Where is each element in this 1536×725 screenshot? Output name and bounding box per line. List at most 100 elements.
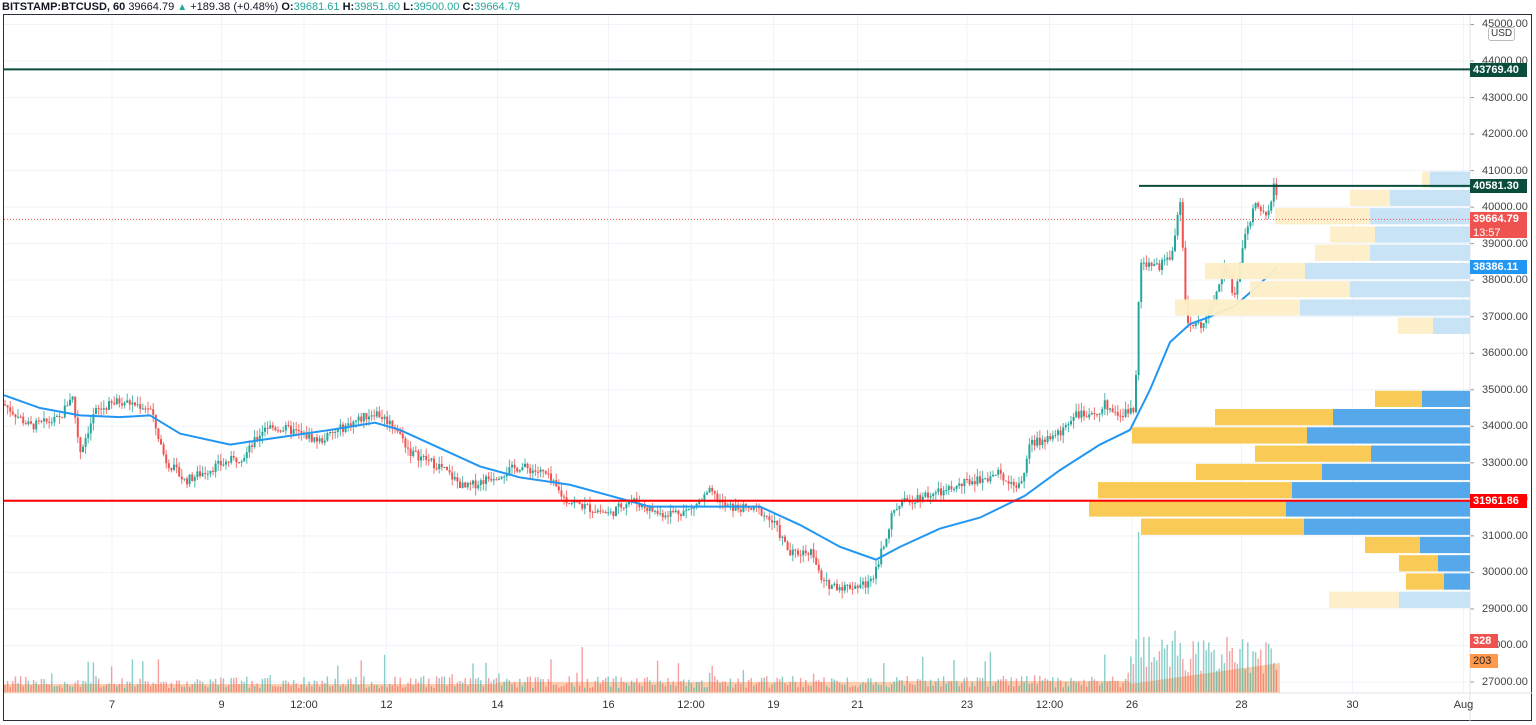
candle-body <box>253 437 256 447</box>
volume-bar <box>201 682 204 692</box>
candle-body <box>1194 323 1197 327</box>
volume-bar <box>1130 656 1132 692</box>
volume-bar <box>1067 686 1070 692</box>
volume-bar <box>352 684 355 692</box>
volume-bar <box>810 685 812 692</box>
volume-bar <box>326 676 329 692</box>
candle-body <box>661 513 664 518</box>
volume-bar <box>974 686 976 692</box>
volume-bar <box>612 678 615 692</box>
candle-body <box>581 504 584 509</box>
volume-bar <box>1148 636 1150 692</box>
currency-label[interactable]: USD <box>1488 27 1516 41</box>
volume-bar <box>84 681 87 692</box>
candle-body <box>708 487 711 493</box>
candle-body <box>277 430 279 432</box>
candle-body <box>147 408 149 410</box>
volume-profile-down <box>1433 317 1470 334</box>
candle-body <box>1158 263 1161 271</box>
candle-body <box>443 467 446 469</box>
symbol-label[interactable]: BITSTAMP:BTCUSD, 60 <box>2 1 126 13</box>
volume-bar <box>469 678 472 692</box>
volume-bar <box>1002 676 1005 692</box>
candle-body <box>1246 226 1249 235</box>
candle-body <box>141 408 144 410</box>
candle-body <box>381 417 383 419</box>
candle-body <box>1054 434 1057 436</box>
candle-body <box>6 405 9 408</box>
candle-body <box>773 521 776 523</box>
volume-bar <box>191 684 193 692</box>
volume-bar <box>675 686 677 692</box>
candle-body <box>742 504 745 512</box>
volume-bar <box>711 665 713 692</box>
candle-body <box>204 472 207 474</box>
candle-body <box>53 416 56 423</box>
volume-bar <box>599 683 602 692</box>
candle-body <box>557 486 560 491</box>
volume-bar <box>584 687 586 692</box>
candle-body <box>495 479 498 481</box>
candle-body <box>482 480 485 485</box>
candle-body <box>864 581 867 588</box>
candle-body <box>547 473 550 475</box>
volume-bar <box>435 676 438 692</box>
volume-bar <box>415 678 417 692</box>
volume-bar <box>420 677 422 692</box>
volume-profile-down <box>1430 171 1470 188</box>
candle-body <box>929 496 932 498</box>
candle-body <box>453 477 456 480</box>
volume-bar <box>1226 637 1228 692</box>
volume-bar <box>945 683 947 692</box>
candle-body <box>776 521 779 526</box>
volume-bar <box>298 687 300 692</box>
candle-body <box>1111 408 1114 412</box>
time-tick-label: 12 <box>380 699 393 711</box>
candle-body <box>313 437 316 442</box>
volume-bar <box>799 678 802 692</box>
volume-bar <box>994 682 997 692</box>
volume-bar <box>1171 640 1174 692</box>
volume-bar <box>396 686 399 692</box>
up-arrow-icon: ▲ <box>177 2 188 13</box>
volume-bar <box>708 672 711 692</box>
candle-body <box>989 476 992 482</box>
candle-body <box>1233 292 1236 295</box>
volume-bar <box>451 674 453 692</box>
volume-bar <box>563 685 565 692</box>
volume-bar <box>633 682 635 692</box>
volume-bar <box>867 678 869 692</box>
candle-body <box>1080 410 1083 418</box>
price-tag-last: 39664.79 13:57 <box>1470 212 1527 239</box>
candle-body <box>921 496 924 501</box>
volume-bar <box>1072 680 1075 692</box>
volume-bar <box>610 686 612 692</box>
volume-bar <box>862 682 864 692</box>
volume-bar <box>35 682 37 692</box>
candle-body <box>173 464 175 470</box>
volume-bar <box>966 677 968 692</box>
candle-body <box>856 585 859 588</box>
candle-body <box>781 536 784 538</box>
volume-bar <box>1119 687 1122 692</box>
volume-bar <box>331 685 334 692</box>
candle-body <box>947 486 950 491</box>
candle-body <box>513 464 516 468</box>
candle-body <box>139 404 142 409</box>
volume-bar <box>417 682 420 692</box>
candle-body <box>882 546 885 549</box>
volume-bar <box>1215 670 1218 692</box>
volume-bar <box>433 687 435 692</box>
volume-bar <box>789 681 791 692</box>
volume-bar <box>1192 641 1194 692</box>
volume-bar <box>768 687 771 692</box>
volume-bar <box>682 679 685 692</box>
volume-bar <box>1262 673 1265 692</box>
volume-bar <box>116 686 118 692</box>
price-tick-label: 37000.00 <box>1482 310 1528 323</box>
volume-bar <box>378 687 381 692</box>
time-tick-label: 28 <box>1235 699 1248 711</box>
volume-bar <box>721 681 724 692</box>
candle-body <box>940 488 942 496</box>
